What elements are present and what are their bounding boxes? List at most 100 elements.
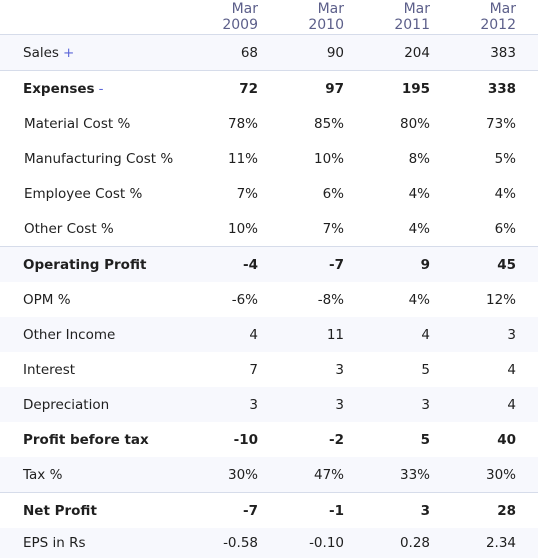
period-header: Mar 2012 (452, 0, 538, 35)
table-cell: -4 (194, 246, 280, 282)
table-cell: 11% (227, 150, 258, 167)
row-label: EPS in Rs (0, 528, 194, 558)
table-cell: 97 (280, 70, 366, 106)
table-cell: 4 (507, 361, 516, 378)
row-opm: OPM % -6% -8% 4% 12% (0, 282, 538, 317)
table-cell: 5% (494, 150, 516, 167)
row-label: Material Cost % (24, 115, 131, 132)
row-label[interactable]: Sales + (0, 34, 194, 71)
table-cell: 3 (194, 387, 280, 422)
table-cell: 3 (452, 317, 538, 352)
period-header: Mar 2010 (280, 0, 366, 35)
table-cell: 6% (322, 185, 344, 202)
table-cell: 73% (485, 115, 516, 132)
table-cell: 3 (280, 387, 366, 422)
table-cell: -0.58 (194, 528, 280, 558)
row-profit-before-tax: Profit before tax -10 -2 5 40 (0, 422, 538, 457)
row-label: Interest (23, 361, 76, 378)
row-depreciation: Depreciation 3 3 3 4 (0, 387, 538, 422)
row-other-income: Other Income 4 11 4 3 (0, 317, 538, 352)
table-cell: 72 (194, 70, 280, 106)
table-cell: 8% (408, 150, 430, 167)
period-header: Mar 2009 (194, 0, 280, 35)
row-operating-profit: Operating Profit -4 -7 9 45 (0, 246, 538, 282)
table-cell: 40 (497, 431, 516, 448)
row-label: Other Income (0, 317, 194, 352)
table-cell: 7 (249, 361, 258, 378)
row-material-cost: Material Cost % 78% 85% 80% 73% (0, 106, 538, 141)
row-label: OPM % (23, 291, 71, 308)
table-cell: 45 (452, 246, 538, 282)
row-manufacturing-cost: Manufacturing Cost % 11% 10% 8% 5% (0, 141, 538, 176)
table-cell: 7% (322, 220, 344, 237)
table-cell: -6% (231, 291, 258, 308)
table-cell: 10% (313, 150, 344, 167)
table-cell: 6% (494, 220, 516, 237)
row-eps: EPS in Rs -0.58 -0.10 0.28 2.34 (0, 528, 538, 558)
table-cell: 78% (227, 115, 258, 132)
expand-toggle[interactable]: + (62, 44, 75, 61)
table-cell: 12% (485, 291, 516, 308)
row-tax: Tax % 30% 47% 33% 30% (0, 457, 538, 493)
table-cell: 4% (408, 220, 430, 237)
table-cell: 195 (366, 70, 452, 106)
table-cell: 4 (194, 317, 280, 352)
table-cell: 11 (280, 317, 366, 352)
table-cell: -8% (317, 291, 344, 308)
table-cell: 338 (452, 70, 538, 106)
table-cell: 68 (194, 34, 280, 71)
row-interest: Interest 7 3 5 4 (0, 352, 538, 387)
table-cell: 7% (236, 185, 258, 202)
table-cell: 3 (366, 492, 452, 528)
table-cell: 4 (452, 387, 538, 422)
table-cell: 9 (366, 246, 452, 282)
table-cell: 5 (420, 431, 430, 448)
header-label-cell (0, 0, 194, 35)
table-cell: 33% (366, 457, 452, 493)
row-label-text: Expenses (23, 80, 95, 97)
table-cell: 5 (421, 361, 430, 378)
table-cell: 204 (366, 34, 452, 71)
table-cell: -7 (280, 246, 366, 282)
table-cell: -0.10 (280, 528, 366, 558)
table-cell: 2.34 (452, 528, 538, 558)
collapse-toggle[interactable]: - (98, 80, 104, 97)
row-label: Employee Cost % (24, 185, 143, 202)
row-label[interactable]: Expenses - (0, 70, 194, 106)
table-cell: 3 (366, 387, 452, 422)
table-cell: 0.28 (366, 528, 452, 558)
table-cell: 4% (494, 185, 516, 202)
row-label: Profit before tax (23, 431, 149, 448)
table-cell: 3 (335, 361, 344, 378)
table-cell: -2 (329, 431, 344, 448)
row-label: Other Cost % (24, 220, 114, 237)
row-label: Depreciation (0, 387, 194, 422)
table-cell: 90 (280, 34, 366, 71)
row-label-text: Sales (23, 44, 59, 61)
table-cell: 47% (280, 457, 366, 493)
table-cell: -7 (194, 492, 280, 528)
period-header: Mar 2011 (366, 0, 452, 35)
row-label: Tax % (0, 457, 194, 493)
row-net-profit: Net Profit -7 -1 3 28 (0, 492, 538, 528)
table-cell: 4% (408, 291, 430, 308)
row-expenses: Expenses - 72 97 195 338 (0, 70, 538, 106)
table-cell: 80% (399, 115, 430, 132)
table-cell: -10 (233, 431, 258, 448)
table-cell: 28 (452, 492, 538, 528)
row-sales: Sales + 68 90 204 383 (0, 34, 538, 71)
row-other-cost: Other Cost % 10% 7% 4% 6% (0, 211, 538, 247)
header-row: Mar 2009 Mar 2010 Mar 2011 Mar 2012 (0, 0, 538, 35)
table-cell: 4% (408, 185, 430, 202)
table-cell: -1 (280, 492, 366, 528)
table-cell: 10% (227, 220, 258, 237)
table-cell: 30% (194, 457, 280, 493)
table-cell: 383 (452, 34, 538, 71)
table-cell: 30% (452, 457, 538, 493)
row-label: Manufacturing Cost % (24, 150, 174, 167)
row-employee-cost: Employee Cost % 7% 6% 4% 4% (0, 176, 538, 211)
table-cell: 85% (313, 115, 344, 132)
table-cell: 4 (366, 317, 452, 352)
row-label: Net Profit (0, 492, 194, 528)
